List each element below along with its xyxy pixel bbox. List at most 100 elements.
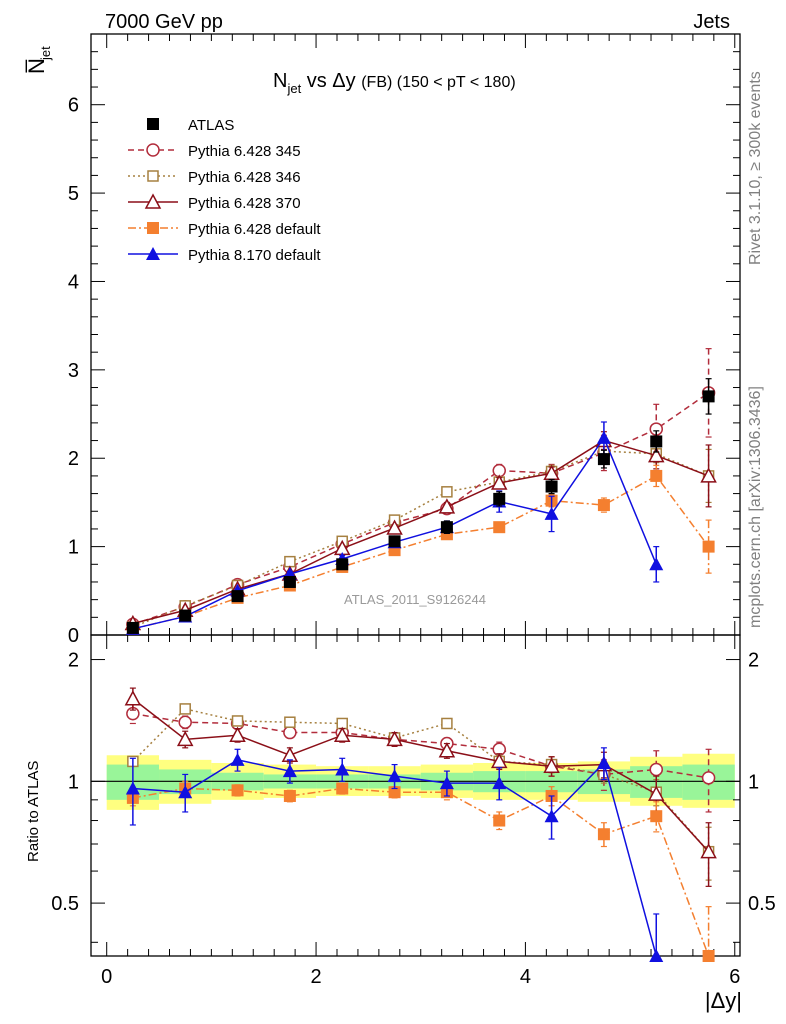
ratio-point-pythia-8-170-default	[335, 762, 350, 776]
ratio-point-pythia-6-428-default	[702, 950, 715, 962]
main-ylabel: N̅ jet	[24, 46, 53, 74]
main-point-pythia-6-428-346	[441, 486, 453, 498]
side-label-mcplots: mcplots.cern.ch [arXiv:1306.3436]	[747, 386, 764, 628]
ratio-y-tick-label: 2	[748, 650, 759, 672]
x-tick-label: 2	[310, 966, 321, 988]
ratio-point-pythia-6-428-346	[231, 715, 244, 727]
main-title-fb: (FB)	[361, 74, 392, 91]
ratio-point-pythia-8-170-default	[492, 776, 507, 790]
x-tick-label: 6	[729, 966, 740, 988]
main-point-pythia-6-428-370	[700, 467, 717, 483]
ratio-point-pythia-8-170-default	[544, 809, 559, 823]
header-left: 7000 GeV pp	[105, 11, 223, 33]
legend-label-pythia-8-170-default: Pythia 8.170 default	[188, 247, 321, 264]
ratio-point-pythia-8-170-default	[230, 752, 245, 766]
ratio-point-pythia-6-428-default	[493, 814, 506, 827]
main-ylabel-sub: jet	[38, 46, 53, 61]
main-point-atlas	[545, 480, 558, 493]
ratio-point-pythia-8-170-default	[649, 949, 664, 962]
main-y-tick-label: 5	[68, 183, 79, 205]
main-point-atlas	[650, 435, 663, 448]
main-y-tick-label: 4	[68, 271, 79, 293]
main-point-pythia-6-428-default	[650, 469, 663, 482]
ratio-point-pythia-6-428-default	[650, 810, 663, 823]
main-panel-series	[124, 348, 717, 635]
main-title-sub: jet	[286, 81, 301, 96]
main-point-pythia-6-428-370	[438, 498, 456, 514]
main-title-range: (150 < pT < 180)	[392, 74, 515, 91]
ratio-point-pythia-8-170-default	[178, 785, 193, 799]
ratio-point-pythia-8-170-default	[439, 776, 454, 790]
main-point-pythia-6-428-default	[493, 521, 506, 534]
ratio-point-pythia-6-428-345	[178, 715, 192, 729]
main-y-tick-label: 0	[68, 625, 79, 647]
ratio-point-pythia-6-428-370	[543, 757, 560, 773]
ratio-ylabel: Ratio to ATLAS	[25, 761, 42, 862]
ratio-point-pythia-8-170-default	[125, 781, 140, 795]
ratio-point-pythia-8-170-default	[387, 769, 402, 783]
ratio-point-pythia-6-428-default	[283, 789, 296, 802]
main-point-atlas	[702, 390, 715, 403]
main-point-atlas	[126, 621, 139, 634]
ratio-point-pythia-6-428-370	[333, 726, 351, 742]
legend-label-pythia-6-428-346: Pythia 6.428 346	[188, 169, 301, 186]
main-ylabel-main: N̅	[24, 58, 49, 74]
ratio-point-pythia-6-428-370	[700, 843, 717, 859]
main-point-pythia-6-428-370	[386, 519, 403, 535]
main-point-atlas	[493, 492, 506, 505]
main-title-rest: vs Δy	[301, 70, 361, 92]
main-point-pythia-8-170-default	[544, 506, 559, 520]
x-tick-label: 4	[520, 966, 531, 988]
main-line-pythia-6-428-370	[132, 439, 709, 625]
main-point-pythia-6-428-346	[284, 555, 296, 568]
ratio-point-pythia-8-170-default	[596, 755, 611, 769]
ratio-panel-series	[124, 687, 717, 962]
main-line-pythia-6-428-345	[132, 392, 710, 626]
legend-label-atlas: ATLAS	[188, 117, 234, 134]
ratio-point-pythia-8-170-default	[282, 764, 297, 778]
legend-marker-pythia-8-170-default	[146, 247, 160, 260]
ratio-line-pythia-6-428-345	[132, 712, 709, 779]
main-title-n: N	[273, 70, 287, 92]
ratio-panel-frame	[90, 634, 741, 957]
ratio-line-pythia-6-428-346	[132, 708, 710, 853]
main-y-tick-label: 6	[68, 95, 79, 117]
ratio-point-pythia-6-428-default	[388, 786, 401, 799]
side-label-rivet: Rivet 3.1.10, ≥ 300k events	[747, 71, 764, 265]
legend-label-pythia-6-428-370: Pythia 6.428 370	[188, 195, 301, 212]
legend-marker-pythia-6-428-370	[144, 193, 162, 209]
ratio-point-pythia-6-428-346	[441, 717, 453, 730]
ratio-point-pythia-6-428-345	[701, 771, 716, 785]
ratio-point-pythia-6-428-370	[124, 690, 142, 706]
ratio-line-pythia-6-428-370	[132, 698, 710, 853]
main-point-atlas	[597, 453, 610, 466]
header-right: Jets	[693, 11, 730, 33]
main-point-atlas	[388, 535, 401, 548]
ratio-panel-axes: 0 2 4 6 0.5 0.5 1 1 2 2	[51, 634, 776, 988]
main-point-atlas	[179, 609, 192, 622]
ratio-point-pythia-6-428-370	[386, 730, 403, 747]
main-y-tick-label: 3	[68, 360, 79, 382]
ratio-point-pythia-6-428-370	[648, 785, 665, 801]
main-point-pythia-6-428-370	[648, 447, 665, 463]
main-y-tick-label: 1	[68, 537, 79, 559]
ratio-point-pythia-6-428-default	[336, 782, 349, 795]
x-axis-label: |Δy|	[705, 988, 742, 1013]
ratio-y-tick-label: 1	[68, 771, 79, 793]
legend-label-pythia-6-428-345: Pythia 6.428 345	[188, 143, 301, 160]
ratio-point-pythia-6-428-346	[179, 703, 191, 715]
legend-label-pythia-6-428-default: Pythia 6.428 default	[188, 221, 321, 238]
legend: ATLAS Pythia 6.428 345 Pythia 6.428 346 Pyt…	[128, 117, 321, 264]
main-point-atlas	[283, 575, 296, 588]
main-point-atlas	[336, 558, 349, 571]
ratio-y-tick-label: 1	[748, 771, 759, 793]
ratio-series-pythia-6-428-default	[126, 780, 715, 962]
ratio-point-pythia-6-428-default	[597, 828, 610, 841]
main-point-pythia-6-428-default	[702, 540, 715, 553]
main-panel-axes: 0 1 2 3 4 5 6	[68, 33, 741, 647]
ratio-point-pythia-6-428-370	[229, 726, 246, 742]
x-tick-label: 0	[101, 966, 112, 988]
main-y-tick-label: 2	[68, 448, 79, 470]
main-series-atlas	[126, 378, 715, 634]
